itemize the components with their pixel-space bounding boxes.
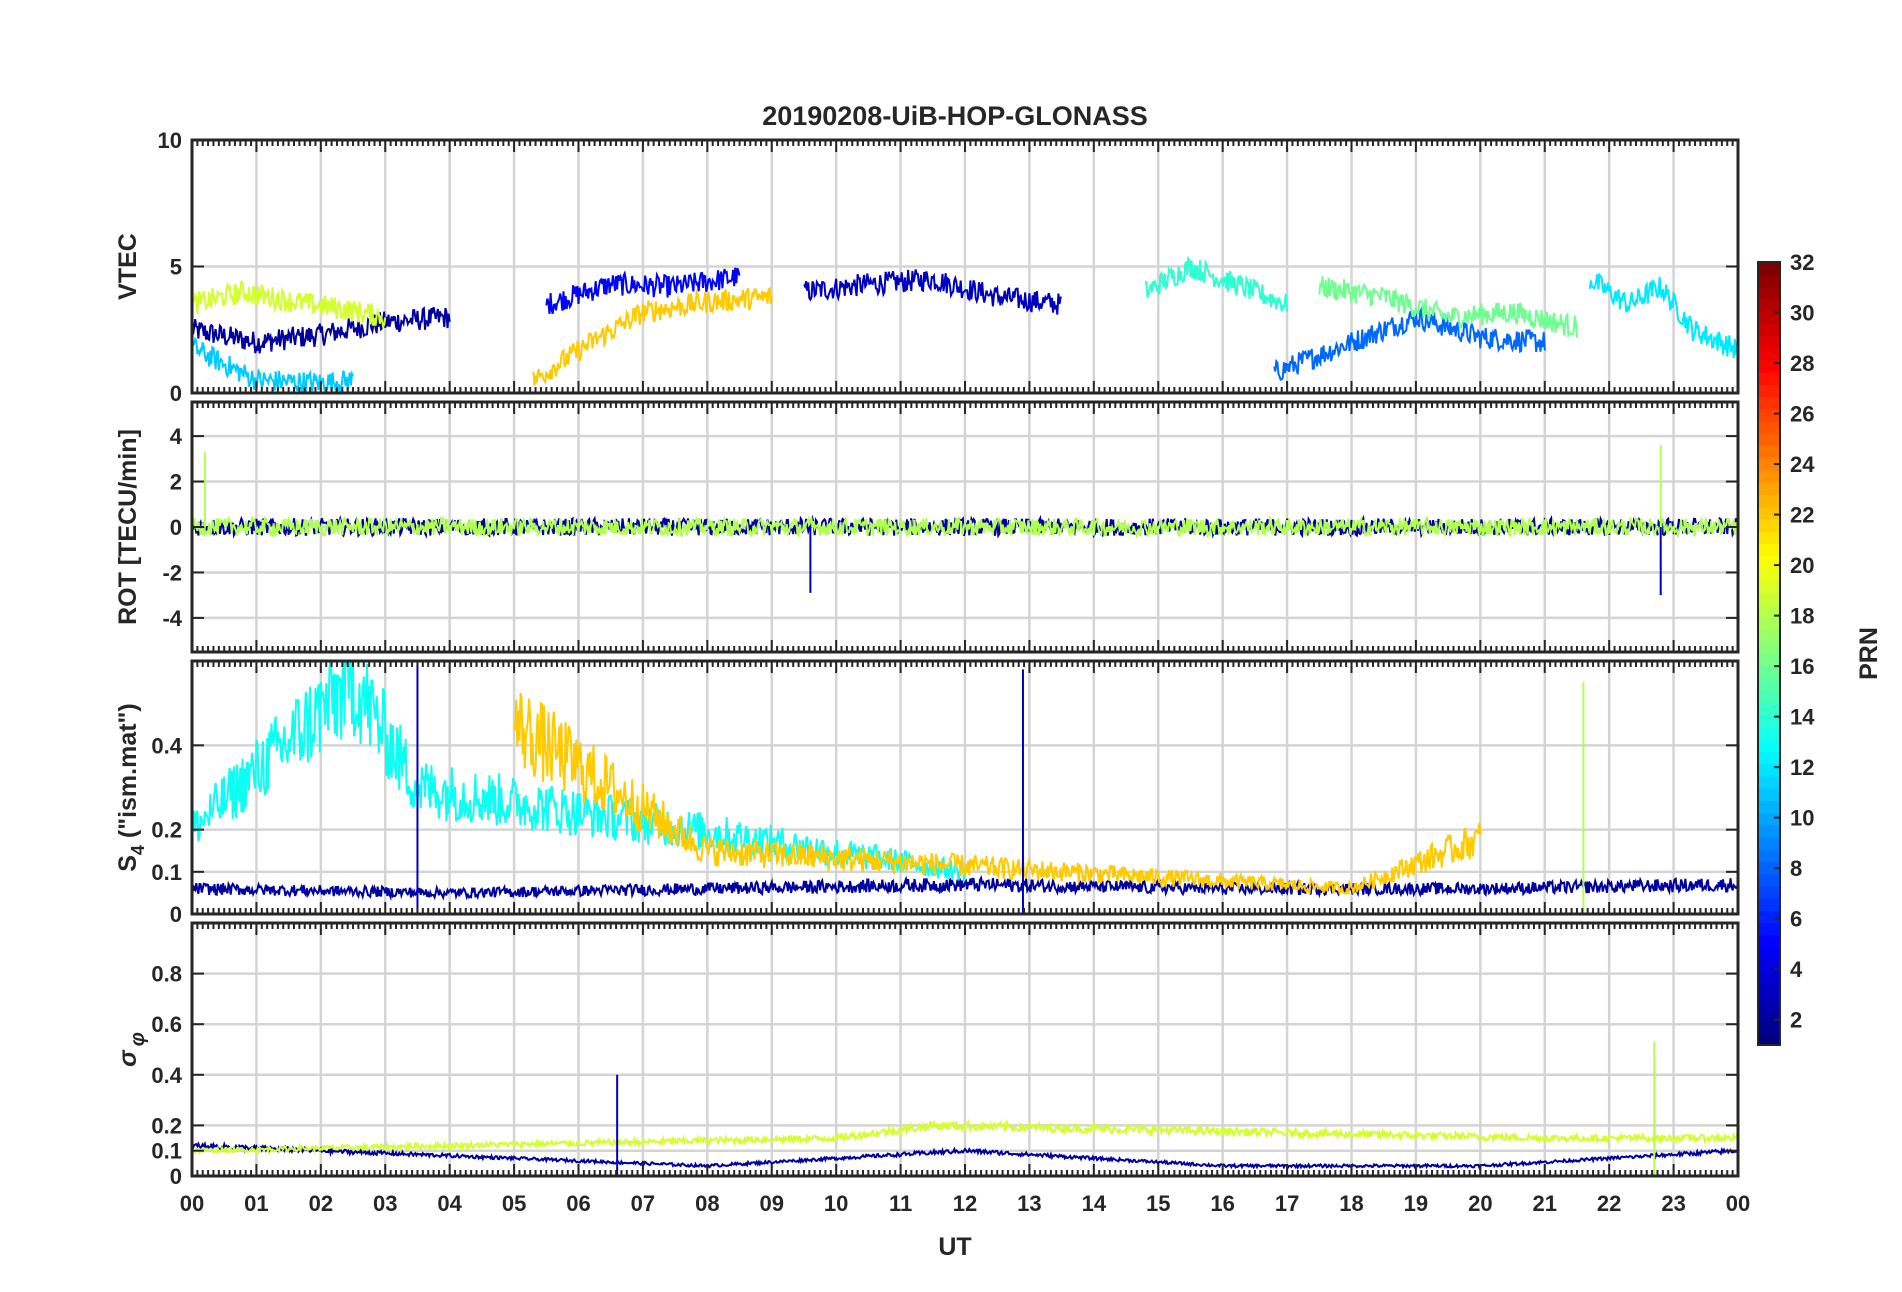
colorbar-tick-label: 30 <box>1790 301 1814 326</box>
y-tick-label: 5 <box>170 255 182 280</box>
x-tick-label: 07 <box>631 1191 655 1216</box>
x-tick-label: 21 <box>1533 1191 1557 1216</box>
y-tick-label: 0.6 <box>151 1012 182 1037</box>
chart-title: 20190208-UiB-HOP-GLONASS <box>762 101 1148 131</box>
series-prn-19 <box>192 280 387 330</box>
y-tick-label: 10 <box>158 128 182 153</box>
x-tick-label: 09 <box>760 1191 784 1216</box>
series-group <box>192 661 1738 914</box>
x-tick-label: 20 <box>1468 1191 1492 1216</box>
y-axis-label: ROT [TECU/min] <box>114 429 142 625</box>
colorbar-tick-label: 14 <box>1790 705 1815 730</box>
y-tick-label: 0.1 <box>151 1139 182 1164</box>
x-tick-label: 22 <box>1597 1191 1621 1216</box>
x-tick-label: 01 <box>244 1191 268 1216</box>
grid-lines <box>192 661 1738 914</box>
series-prn-16 <box>1318 276 1578 339</box>
series-prn-22 <box>513 692 1482 895</box>
x-tick-label: 11 <box>889 1191 912 1216</box>
series-prn-5 <box>545 267 741 315</box>
y-tick-label: 0.2 <box>151 818 182 843</box>
colorbar-tick-label: 20 <box>1790 553 1814 578</box>
x-tick-label: 10 <box>824 1191 848 1216</box>
colorbar-tick-label: 22 <box>1790 503 1814 528</box>
y-tick-label: 0.4 <box>151 733 182 758</box>
series-prn-2 <box>192 875 1738 902</box>
x-tick-label: 13 <box>1017 1191 1041 1216</box>
x-tick-label: 02 <box>309 1191 333 1216</box>
x-ticks <box>191 661 1739 914</box>
y-ticks: -4 -2 0 2 4 <box>162 424 1738 631</box>
y-ticks: 0 0.1 0.2 0.4 <box>151 733 1738 927</box>
x-tick-label: 03 <box>373 1191 397 1216</box>
x-tick-label: 23 <box>1661 1191 1685 1216</box>
x-tick-label: 19 <box>1404 1191 1428 1216</box>
series-prn-22 <box>532 286 773 386</box>
y-tick-label: 0.2 <box>151 1113 182 1138</box>
y-tick-label: -4 <box>162 606 182 631</box>
y-ticks: 00.10.2 0.4 0.6 0.8 <box>151 962 1738 1189</box>
series-prn-14 <box>1144 255 1289 312</box>
colorbar-tick-label: 6 <box>1790 907 1802 932</box>
x-tick-label: 00 <box>180 1191 204 1216</box>
x-tick-label: 12 <box>953 1191 977 1216</box>
y-tick-label: -2 <box>162 560 182 585</box>
colorbar-label: PRN <box>1855 627 1883 680</box>
x-tick-label: 00 <box>1726 1191 1750 1216</box>
panel-s4: 00.10.20.4S4 ("ism.mat") <box>114 659 1740 927</box>
x-tick-label: 05 <box>502 1191 526 1216</box>
colorbar-tick-label: 18 <box>1790 604 1814 629</box>
x-tick-label: 15 <box>1146 1191 1170 1216</box>
x-tick-labels: 00 01 02 03 04 05 06 07 08 09 10 11 12 13 14 15 16 17 18 19… <box>180 1191 1750 1216</box>
colorbar-tick-label: 8 <box>1790 856 1802 881</box>
y-tick-label: 0 <box>170 381 182 406</box>
colorbar-tick-label: 26 <box>1790 402 1814 427</box>
y-tick-label: 2 <box>170 470 182 495</box>
series-group <box>192 445 1738 596</box>
y-axis-label: VTEC <box>114 233 142 300</box>
x-tick-label: 06 <box>566 1191 590 1216</box>
y-ticks: 0 5 10 <box>158 128 1738 406</box>
colorbar-tick-label: 32 <box>1790 250 1814 275</box>
x-ticks <box>191 402 1739 652</box>
series-prn-19 <box>192 1118 1738 1156</box>
y-tick-label: 0.8 <box>151 962 182 987</box>
x-tick-label: 18 <box>1339 1191 1363 1216</box>
x-tick-label: 14 <box>1082 1191 1107 1216</box>
series-prn-2 <box>192 306 451 354</box>
colorbar-tick-label: 2 <box>1790 1008 1802 1033</box>
x-tick-label: 17 <box>1275 1191 1299 1216</box>
colorbar-tick-label: 28 <box>1790 351 1814 376</box>
colorbar-tick-label: 16 <box>1790 654 1814 679</box>
y-tick-label: 0.1 <box>151 860 182 885</box>
y-tick-label: 0 <box>170 902 182 927</box>
y-tick-label: 0.4 <box>151 1063 182 1088</box>
x-tick-label: 04 <box>437 1191 462 1216</box>
panel-vtec: 0 5 10 VTEC <box>114 128 1740 406</box>
grid-lines <box>192 140 1738 393</box>
series-prn-3 <box>803 269 1062 315</box>
panel-rot: -4 -2 0 2 4 ROT [TECU/min] <box>114 400 1740 654</box>
y-tick-label: 0 <box>170 1164 182 1189</box>
colorbar-tick-label: 4 <box>1790 957 1803 982</box>
x-tick-label: 16 <box>1210 1191 1234 1216</box>
colorbar-tick-label: 12 <box>1790 755 1814 780</box>
series-prn-18 <box>192 514 1738 540</box>
x-tick-label: 08 <box>695 1191 719 1216</box>
y-tick-label: 4 <box>170 424 183 449</box>
colorbar-tick-label: 24 <box>1790 452 1815 477</box>
colorbar-tick-label: 10 <box>1790 806 1814 831</box>
x-ticks <box>191 923 1739 1176</box>
series-prn-12 <box>1588 272 1738 358</box>
series-prn-8 <box>1273 305 1546 381</box>
colorbar-frame <box>1757 261 1781 1046</box>
x-axis-label: UT <box>938 1233 971 1261</box>
y-tick-label: 0 <box>170 515 182 540</box>
x-ticks <box>191 140 1739 393</box>
